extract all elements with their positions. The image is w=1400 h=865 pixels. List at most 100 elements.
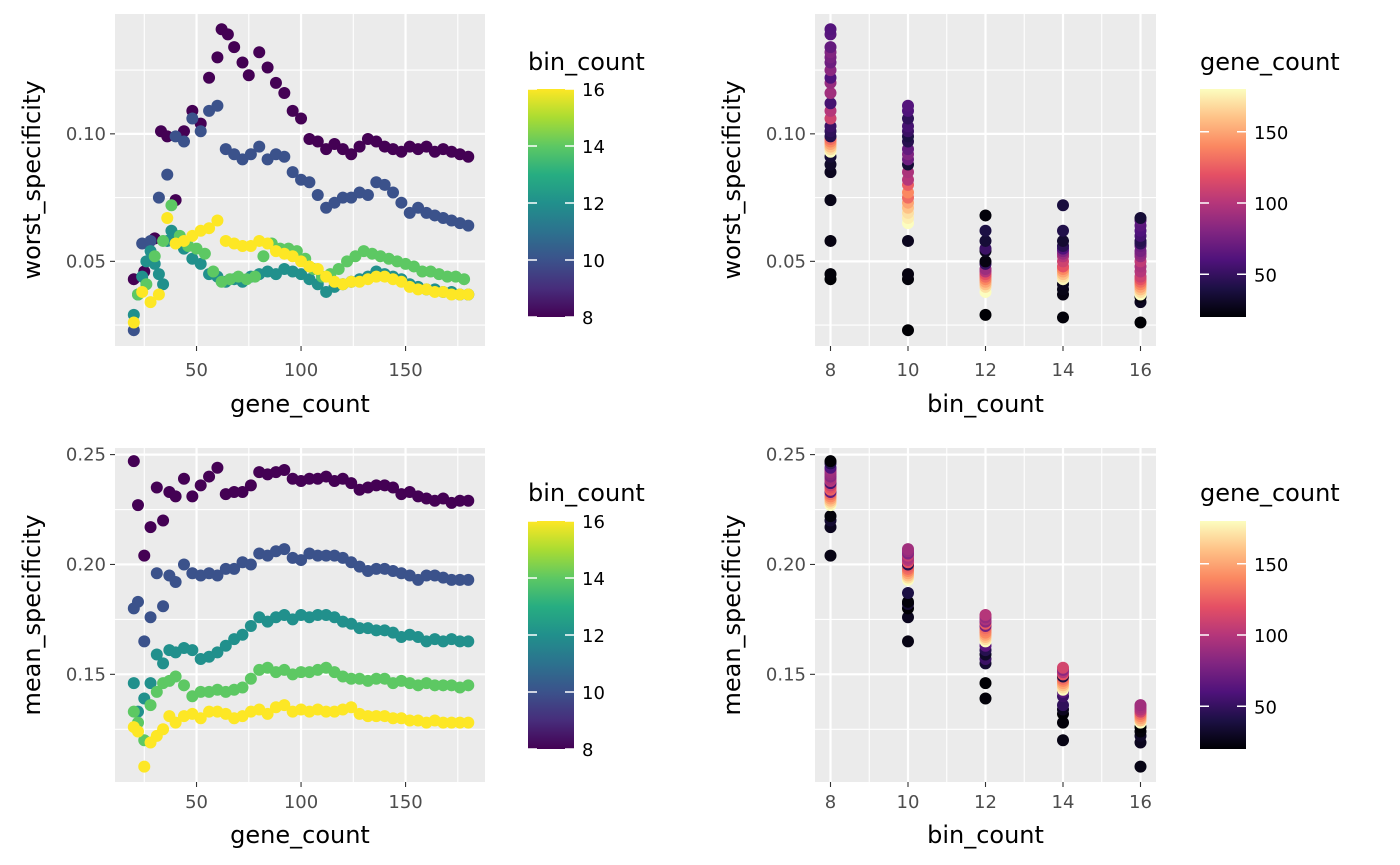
data-point [177, 679, 190, 692]
data-point [453, 288, 466, 301]
data-point [152, 268, 165, 281]
data-point [177, 472, 190, 485]
legend-tick-label: 14 [582, 137, 605, 158]
data-point [311, 549, 324, 562]
data-point [345, 672, 358, 685]
x-tick-label: 12 [974, 360, 997, 381]
data-point [127, 316, 140, 329]
data-point [462, 573, 475, 586]
data-point [169, 576, 182, 589]
legend-tick-label: 16 [582, 80, 605, 101]
data-point [403, 714, 416, 727]
data-point [370, 672, 383, 685]
data-point [1057, 734, 1069, 747]
data-point [211, 646, 224, 659]
data-point [203, 705, 216, 718]
legend-tick-label: 100 [1254, 194, 1288, 215]
y-tick-label: 0.20 [66, 554, 106, 575]
data-point [211, 569, 224, 582]
data-point [902, 234, 914, 247]
data-point [453, 573, 466, 586]
y-tick-label: 0.15 [66, 664, 106, 685]
data-point [169, 490, 182, 503]
data-point [462, 150, 475, 163]
data-point [345, 275, 358, 288]
data-point [157, 514, 170, 527]
legend-tick-label: 10 [582, 683, 605, 704]
data-point [211, 99, 224, 112]
data-point [311, 262, 324, 275]
data-point [228, 485, 241, 498]
data-point [194, 125, 207, 138]
data-point [902, 543, 914, 556]
data-point [979, 234, 992, 247]
data-point [286, 166, 299, 179]
data-point [278, 463, 291, 476]
data-point [261, 237, 274, 250]
data-point [453, 635, 466, 648]
legend-tick-label: 12 [582, 626, 605, 647]
legend-tick-label: 50 [1254, 265, 1277, 286]
data-point [902, 587, 914, 600]
data-point [824, 234, 837, 247]
x-tick-label: 100 [284, 360, 318, 381]
x-tick-label: 10 [897, 360, 920, 381]
x-tick-label: 14 [1052, 792, 1075, 813]
data-point [136, 285, 149, 298]
data-point [278, 543, 291, 556]
data-point [1134, 316, 1147, 329]
data-point [1057, 716, 1069, 729]
data-point [244, 148, 257, 161]
data-point [236, 56, 249, 69]
x-tick-label: 8 [825, 792, 836, 813]
x-tick-label: 16 [1129, 360, 1152, 381]
legend-tick-label: 150 [1254, 555, 1288, 576]
data-point [186, 490, 199, 503]
data-point [462, 288, 475, 301]
data-point [370, 562, 383, 575]
y-axis-title: worst_specificity [18, 80, 46, 279]
data-point [228, 562, 241, 575]
data-point [824, 455, 837, 468]
data-point [236, 240, 249, 253]
data-point [186, 644, 199, 657]
data-point [437, 716, 450, 729]
data-point [150, 481, 163, 494]
data-point [198, 247, 211, 260]
data-point [269, 76, 282, 89]
y-tick-label: 0.15 [766, 664, 806, 685]
data-point [303, 472, 316, 485]
data-point [144, 677, 157, 690]
legend-tick-label: 12 [582, 194, 605, 215]
data-point [378, 178, 391, 191]
x-axis-title: bin_count [927, 390, 1044, 418]
legend-title: bin_count [528, 48, 645, 76]
data-point [979, 692, 992, 705]
x-tick-label: 10 [897, 792, 920, 813]
data-point [244, 558, 257, 571]
data-point [462, 219, 475, 232]
data-points [127, 23, 475, 337]
data-point [295, 112, 308, 125]
data-point [902, 611, 914, 624]
x-tick-label: 16 [1129, 792, 1152, 813]
data-point [211, 214, 224, 227]
data-point [1057, 311, 1069, 324]
data-point [445, 573, 458, 586]
legend-title: bin_count [528, 479, 645, 507]
data-point [150, 685, 163, 698]
data-point [979, 209, 992, 222]
y-axis-title: mean_specificity [18, 514, 46, 715]
data-point [824, 23, 837, 36]
data-point [902, 324, 914, 337]
data-point [242, 69, 255, 82]
data-point [257, 250, 270, 263]
data-point [445, 288, 458, 301]
data-point [1134, 760, 1147, 773]
data-point [144, 296, 157, 309]
panel-worst-vs-bin-count: 8 10 12 14 16 0.05 0.10 bin_count worst_specific… [718, 14, 1340, 418]
data-point [157, 657, 170, 670]
panel-mean-vs-bin-count: 8 10 12 14 16 0.15 0.20 0.25 bin_count mean_speci… [718, 445, 1340, 849]
y-axis-title: worst_specificity [718, 80, 746, 279]
data-point [219, 639, 232, 652]
